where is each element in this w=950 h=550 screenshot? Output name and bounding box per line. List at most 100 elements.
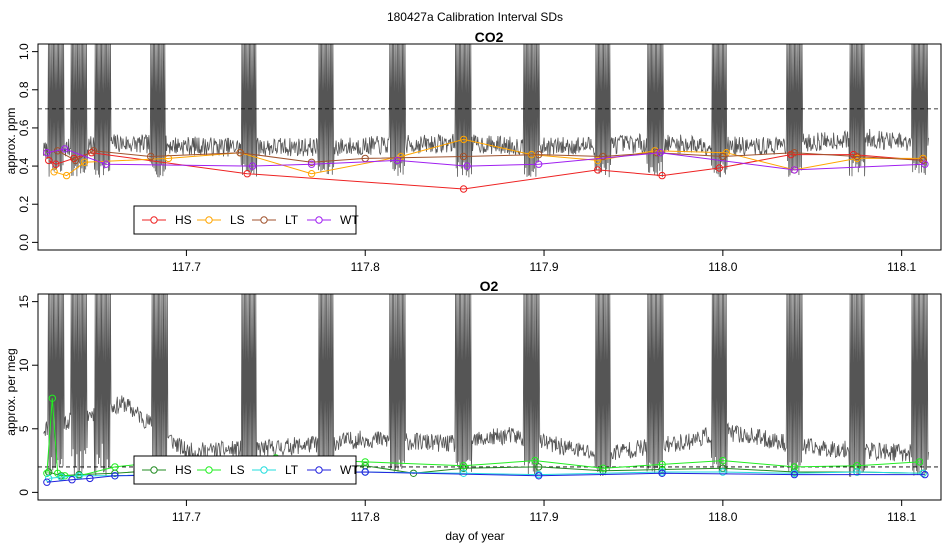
co2-ytick-label: 1.0 (17, 43, 31, 60)
co2-lt-point (919, 156, 927, 165)
o2-hs-point (459, 464, 468, 472)
co2-hs-point (658, 171, 666, 180)
co2-ls-point (307, 170, 316, 178)
co2-hs-point (594, 166, 602, 174)
co2-legend-lt-label: LT (285, 213, 299, 227)
co2-wt-point (248, 162, 257, 170)
co2-xtick-label: 117.7 (172, 260, 201, 274)
co2-lt-point (790, 149, 799, 157)
co2-hs-point (715, 164, 723, 172)
o2-ls-point (111, 463, 119, 471)
co2-wt-line (46, 148, 925, 171)
co2-wt-point (790, 166, 799, 174)
co2-ls-point (62, 171, 71, 180)
co2-hs-point (52, 160, 60, 168)
co2-ls-point (853, 154, 861, 163)
o2-legend-ls-marker (205, 466, 213, 474)
o2-hs-point (535, 463, 543, 471)
co2-xtick-label: 118.0 (708, 260, 737, 274)
o2-ls-point (61, 472, 69, 480)
o2-ytick-label: 15 (17, 295, 31, 309)
co2-hs-point (70, 154, 78, 163)
o2-legend-ls-label: LS (230, 463, 245, 477)
co2-wt-point (102, 160, 110, 168)
o2-ls-point (915, 458, 924, 466)
o2-legend-lt-marker (260, 466, 268, 474)
co2-ls-point (459, 135, 468, 144)
o2-xtick-label: 118.0 (708, 510, 737, 524)
co2-hs-point (243, 170, 251, 178)
co2-lt-point (599, 152, 607, 161)
o2-legend-hs-label: HS (175, 463, 192, 477)
co2-ls-point (80, 158, 89, 167)
co2-panel: CO2 approx. ppm 117.7 117.8 117.9 118.0 118.… (4, 29, 942, 274)
o2-ls-point (361, 458, 369, 466)
co2-plot-frame (37, 43, 942, 251)
o2-ls-line (46, 398, 920, 477)
co2-xtick-label: 118.1 (887, 260, 916, 274)
co2-wt-point (43, 149, 51, 157)
o2-wt-point (658, 469, 666, 477)
co2-lt-point (719, 152, 727, 161)
co2-lt-point (236, 149, 244, 157)
co2-raw-trace (43, 44, 929, 178)
o2-lt-point (919, 469, 927, 477)
o2-legend-hs-marker (150, 466, 158, 474)
co2-lt-line (46, 150, 924, 163)
o2-ls-point (43, 469, 51, 477)
co2-wt-point (61, 145, 69, 153)
co2-lt-point (71, 156, 80, 165)
o2-wt-point (921, 470, 929, 479)
co2-lt-point (307, 158, 316, 167)
co2-hs-point (45, 156, 53, 165)
co2-hs-point (787, 150, 795, 159)
o2-xtick-label: 117.7 (172, 510, 201, 524)
co2-ytick-label: 0.6 (17, 119, 31, 136)
o2-legend-lt-label: LT (285, 463, 299, 477)
co2-ytick-label: 0.8 (17, 81, 31, 98)
o2-ls-point (599, 464, 607, 472)
x-axis-label: day of year (445, 529, 504, 543)
co2-panel-title: CO2 (475, 29, 504, 45)
co2-lt-point (147, 152, 155, 161)
o2-hs-point (658, 465, 666, 474)
co2-ytick-label: 0.2 (17, 196, 31, 213)
co2-hs-point (459, 185, 468, 193)
o2-lt-line (48, 471, 924, 479)
co2-legend-hs-label: HS (175, 213, 192, 227)
o2-legend-wt-marker (315, 466, 323, 474)
o2-ls-point (531, 456, 539, 465)
o2-wt-point (43, 478, 51, 486)
o2-ytick-label: 0 (17, 489, 31, 496)
co2-hs-point (87, 149, 96, 157)
co2-ls-point (594, 156, 602, 165)
co2-xtick-label: 117.8 (351, 260, 380, 274)
o2-xtick-label: 117.8 (351, 510, 380, 524)
o2-ytick-label: 10 (17, 358, 31, 372)
co2-lt-point (459, 152, 468, 161)
o2-xtick-label: 117.9 (529, 510, 558, 524)
co2-lt-point (853, 152, 861, 161)
o2-plot-frame (37, 293, 942, 501)
co2-ls-point (50, 168, 58, 176)
o2-ls-point (658, 460, 666, 469)
o2-ls-point (48, 394, 56, 402)
co2-wt-point (656, 149, 664, 157)
o2-wt-point (790, 470, 799, 479)
co2-wt-point (393, 156, 402, 165)
o2-panel: O2 approx. per meg 117.7 117.8 117.9 118.0 1… (4, 278, 942, 524)
co2-lt-point (89, 147, 98, 155)
o2-hs-line (48, 465, 924, 477)
o2-lt-point (853, 468, 861, 476)
co2-wt-point (463, 162, 471, 170)
o2-wt-point (86, 474, 94, 483)
o2-raw-trace (43, 294, 929, 477)
co2-wt-point (921, 160, 929, 168)
co2-legend-ls-label: LS (230, 213, 245, 227)
co2-wt-point (535, 160, 543, 168)
o2-hs-point (719, 464, 727, 472)
co2-ls-line (53, 138, 924, 177)
co2-hs-line (48, 152, 924, 190)
o2-wt-line (46, 471, 925, 483)
